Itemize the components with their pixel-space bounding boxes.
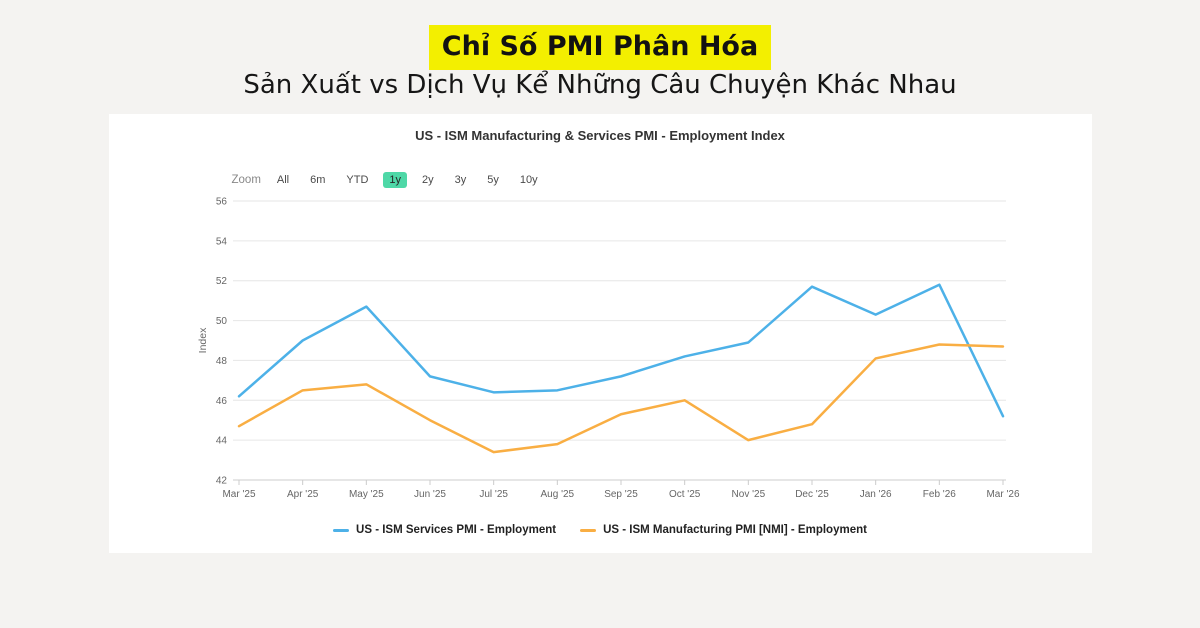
legend-item-services[interactable]: US - ISM Services PMI - Employment bbox=[333, 524, 556, 536]
x-tick-label: May '25 bbox=[348, 489, 383, 500]
page-header: Chỉ Số PMI Phân Hóa Sản Xuất vs Dịch Vụ … bbox=[0, 0, 1200, 99]
x-tick-label: Feb '26 bbox=[922, 489, 955, 500]
zoom-range-6m[interactable]: 6m bbox=[310, 174, 326, 187]
y-tick-label: 46 bbox=[215, 396, 227, 407]
x-tick-label: Oct '25 bbox=[668, 489, 700, 500]
x-tick-label: Dec '25 bbox=[795, 489, 829, 500]
chart-title: US - ISM Manufacturing & Services PMI - … bbox=[415, 128, 785, 144]
manufacturing-line[interactable] bbox=[237, 343, 1004, 454]
plot-area: 42 44 46 48 50 52 54 56 Mar '25 Apr '25 May '25 Jun… bbox=[197, 197, 1020, 501]
legend-label-services: US - ISM Services PMI - Employment bbox=[356, 524, 557, 537]
page-subtitle: Sản Xuất vs Dịch Vụ Kể Những Câu Chuyện … bbox=[243, 70, 957, 100]
zoom-range-2y[interactable]: 2y bbox=[422, 174, 434, 187]
y-tick-label: 50 bbox=[215, 316, 227, 327]
x-tick-label: Jan '26 bbox=[859, 489, 891, 500]
zoom-range-all[interactable]: All bbox=[276, 174, 290, 187]
services-line-marker bbox=[333, 528, 350, 532]
zoom-toolbar: Zoom All 6m YTD 1y 2y 3y 5y 10y bbox=[231, 172, 544, 189]
legend-label-manufacturing: US - ISM Manufacturing PMI [NMI] - Emplo… bbox=[603, 524, 867, 537]
x-tick-label: Sep '25 bbox=[604, 489, 638, 500]
y-axis-title: Index bbox=[197, 327, 209, 353]
x-tick-label: Aug '25 bbox=[540, 489, 574, 500]
x-tick-label: Jul '25 bbox=[479, 489, 508, 500]
x-tick-label: Nov '25 bbox=[731, 489, 765, 500]
x-tick-label: Jun '25 bbox=[414, 489, 446, 500]
manufacturing-line-marker bbox=[580, 528, 597, 532]
x-tick-label: Mar '26 bbox=[986, 489, 1019, 500]
zoom-range-3y[interactable]: 3y bbox=[454, 174, 467, 187]
zoom-range-1y[interactable]: 1y bbox=[383, 172, 408, 189]
zoom-range-10y[interactable]: 10y bbox=[519, 174, 538, 187]
y-tick-label: 54 bbox=[215, 237, 227, 248]
zoom-range-ytd[interactable]: YTD bbox=[346, 174, 369, 187]
legend-item-manufacturing[interactable]: US - ISM Manufacturing PMI [NMI] - Emplo… bbox=[580, 524, 867, 536]
y-tick-label: 56 bbox=[215, 197, 227, 208]
page-title: Chỉ Số PMI Phân Hóa bbox=[0, 25, 1200, 70]
chart-card: US - ISM Manufacturing & Services PMI - … bbox=[108, 114, 1092, 554]
y-tick-label: 52 bbox=[215, 277, 227, 288]
x-tick-label: Apr '25 bbox=[286, 489, 318, 500]
zoom-buttons: All 6m YTD 1y 2y 3y 5y 10y bbox=[271, 172, 544, 189]
zoom-label: Zoom bbox=[231, 174, 261, 187]
zoom-range-5y[interactable]: 5y bbox=[487, 174, 499, 187]
y-tick-label: 42 bbox=[215, 476, 227, 487]
title-highlight: Chỉ Số PMI Phân Hóa bbox=[428, 25, 772, 70]
y-tick-label: 48 bbox=[215, 356, 227, 367]
y-tick-label: 44 bbox=[215, 436, 227, 447]
x-tick-label: Mar '25 bbox=[222, 489, 255, 500]
services-line[interactable] bbox=[237, 283, 1004, 418]
legend: US - ISM Services PMI - Employment US - … bbox=[109, 524, 1092, 536]
